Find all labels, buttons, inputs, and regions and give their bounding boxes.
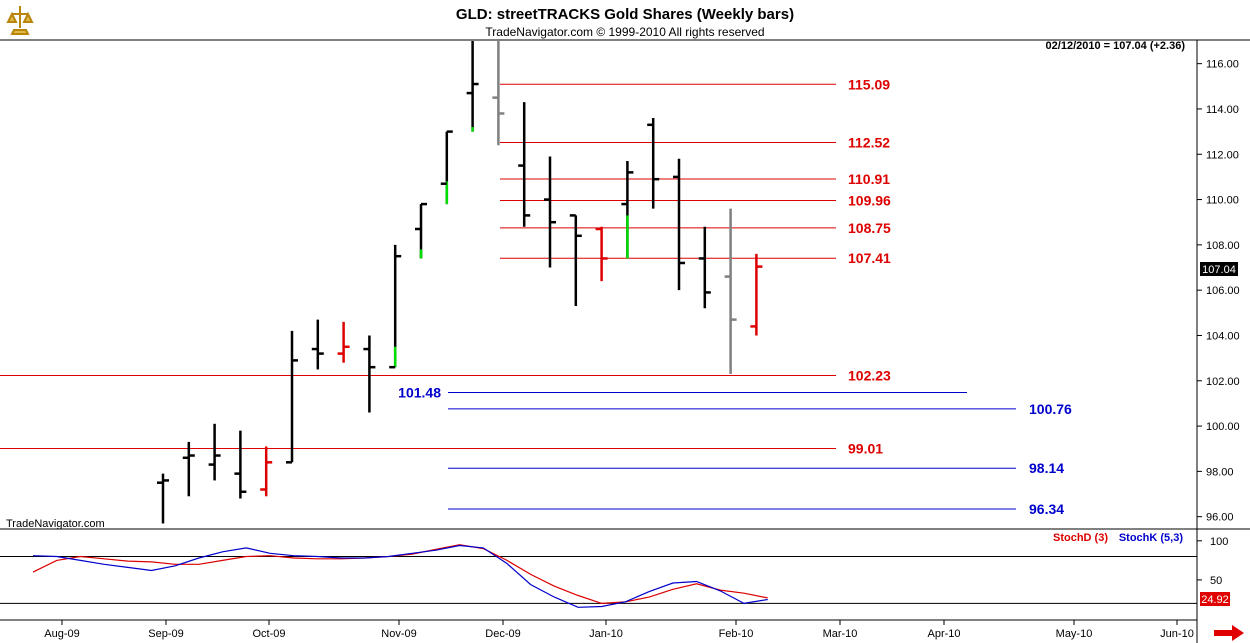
time-tick-label: Sep-09: [148, 628, 183, 640]
time-tick-label: Apr-10: [927, 628, 960, 640]
price-tick-label: 116.00: [1206, 59, 1239, 71]
level-label: 110.91: [848, 171, 890, 187]
price-bars: [157, 41, 763, 524]
time-tick-label: Jun-10: [1160, 628, 1194, 640]
time-tick-label: Aug-09: [44, 628, 79, 640]
last-price-label: 107.04: [1202, 264, 1236, 276]
last-price-marker: 107.04: [1200, 262, 1238, 276]
stochastic-panel: 100 50 StochD (3) StochK (5,3) 24.92: [0, 532, 1230, 621]
price-tick-label: 110.00: [1206, 195, 1239, 207]
level-label: 101.48: [398, 385, 441, 401]
stoch-current-value: 24.92: [1201, 594, 1229, 606]
level-label: 98.14: [1029, 460, 1064, 476]
time-axis: Aug-09 Sep-09 Oct-09 Nov-09 Dec-09 Jan-10 Feb-…: [44, 620, 1194, 640]
price-tick-label: 104.00: [1206, 330, 1240, 342]
price-axis: 96.00 98.00 100.00 102.00 104.00 106.00 108.00…: [1197, 59, 1240, 524]
price-tick-label: 98.00: [1206, 466, 1234, 478]
price-tick-label: 96.00: [1206, 512, 1234, 524]
stochastic-threshold-lines: [0, 555, 1197, 604]
time-tick-label: Oct-09: [252, 628, 285, 640]
scroll-right-arrow-icon[interactable]: [1214, 625, 1244, 641]
legend-stochk: StochK (5,3): [1119, 532, 1184, 544]
level-label: 115.09: [848, 76, 890, 92]
time-tick-label: Dec-09: [485, 628, 520, 640]
stoch-current-marker: 24.92: [1200, 592, 1230, 606]
legend-stochd: StochD (3): [1053, 532, 1108, 544]
time-tick-label: May-10: [1056, 628, 1093, 640]
stochd-line: [32, 544, 768, 605]
time-tick-label: Jan-10: [589, 628, 623, 640]
level-label: 99.01: [848, 440, 883, 456]
level-label: 112.52: [848, 134, 890, 150]
chart-copyright: TradeNavigator.com © 1999-2010 All right…: [485, 25, 764, 39]
level-label: 100.76: [1029, 401, 1072, 417]
stoch-tick-label: 50: [1210, 575, 1222, 587]
price-tick-label: 106.00: [1206, 285, 1240, 297]
price-tick-label: 112.00: [1206, 149, 1239, 161]
price-tick-label: 100.00: [1206, 421, 1240, 433]
level-label: 96.34: [1029, 501, 1064, 517]
level-label: 107.41: [848, 250, 891, 266]
price-tick-label: 102.00: [1206, 376, 1240, 388]
stochk-line: [32, 544, 768, 608]
stochastic-lines: [32, 544, 768, 608]
stochastic-axis: 100 50: [1197, 536, 1228, 587]
level-label: 102.23: [848, 368, 891, 384]
support-resistance-levels: 115.09 112.52 110.91 109.96 108.75 107.41 102.…: [0, 76, 1072, 517]
watermark-text: TradeNavigator.com: [6, 518, 105, 530]
time-tick-label: Nov-09: [381, 628, 416, 640]
stoch-tick-label: 100: [1210, 536, 1228, 548]
price-panel: 115.09 112.52 110.91 109.96 108.75 107.41 102.…: [0, 39, 1250, 643]
logo-icon: [4, 3, 36, 37]
level-label: 108.75: [848, 220, 891, 236]
level-label: 109.96: [848, 192, 891, 208]
price-tick-label: 114.00: [1206, 104, 1239, 116]
chart-title: GLD: streetTRACKS Gold Shares (Weekly ba…: [456, 6, 794, 23]
last-price-info: 02/12/2010 = 107.04 (+2.36): [1046, 40, 1186, 52]
time-tick-label: Feb-10: [719, 628, 754, 640]
time-tick-label: Mar-10: [823, 628, 858, 640]
price-tick-label: 108.00: [1206, 240, 1240, 252]
